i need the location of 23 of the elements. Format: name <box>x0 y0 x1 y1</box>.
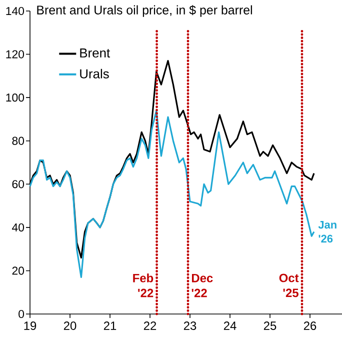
x-tick-label: 23 <box>184 322 196 330</box>
x-tick-label: 20 <box>64 322 76 330</box>
x-tick-label: 26 <box>304 322 316 330</box>
x-tick-label: 21 <box>104 322 116 330</box>
x-tick-label: 22 <box>144 322 156 330</box>
ref-line-label: Feb '22 <box>133 274 154 298</box>
legend-label: Urals <box>80 68 109 78</box>
y-tick-label: 80 <box>12 136 24 145</box>
annotation: Jan '26 <box>318 220 336 243</box>
y-tick-label: 100 <box>6 94 24 102</box>
chart-title: Brent and Urals oil price, in $ per barrel <box>37 5 252 17</box>
x-tick-label: 19 <box>24 322 36 330</box>
y-tick-label: 120 <box>6 50 24 58</box>
x-tick-label: 24 <box>224 322 236 330</box>
y-tick-label: 40 <box>12 223 24 232</box>
y-tick-label: 140 <box>6 6 24 16</box>
y-tick-label: 60 <box>12 180 24 188</box>
ref-line-label: Oct '25 <box>279 274 299 298</box>
x-tick-label: 25 <box>264 322 276 330</box>
legend-label: Brent <box>80 48 110 58</box>
y-tick-label: 0 <box>18 310 24 318</box>
ref-line-label: Dec '22 <box>192 274 213 298</box>
y-tick-label: 20 <box>12 266 24 275</box>
